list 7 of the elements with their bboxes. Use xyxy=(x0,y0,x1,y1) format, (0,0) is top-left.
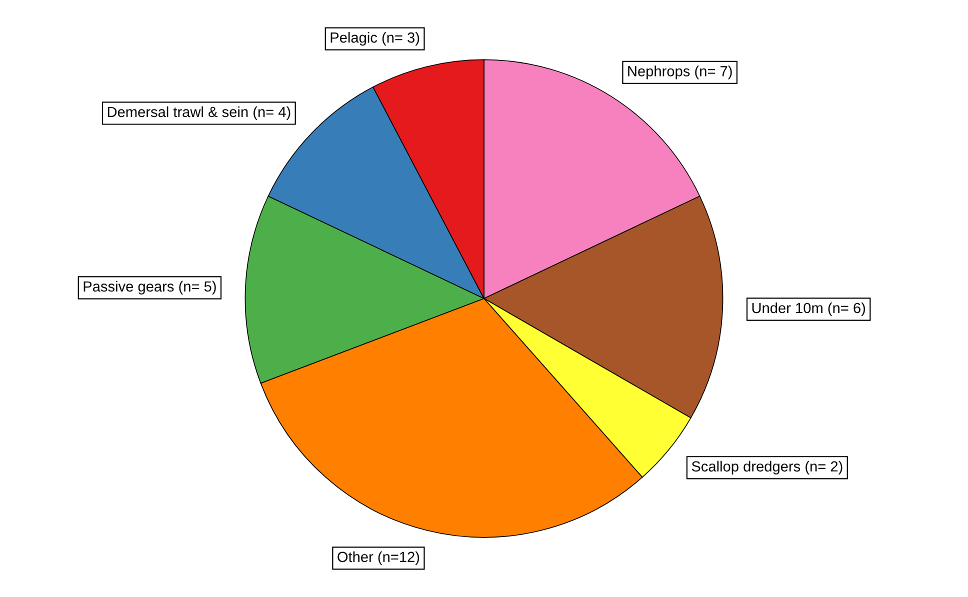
slice-label: Under 10m (n= 6) xyxy=(752,302,866,316)
slice-label: Nephrops (n= 7) xyxy=(628,66,732,80)
slice-label: Demersal trawl & sein (n= 4) xyxy=(108,106,290,120)
slice-label: Scallop dredgers (n= 2) xyxy=(692,460,842,474)
slice-label: Passive gears (n= 5) xyxy=(84,280,216,295)
slice-label: Other (n=12) xyxy=(338,551,420,565)
slice-label: Pelagic (n= 3) xyxy=(330,32,420,46)
